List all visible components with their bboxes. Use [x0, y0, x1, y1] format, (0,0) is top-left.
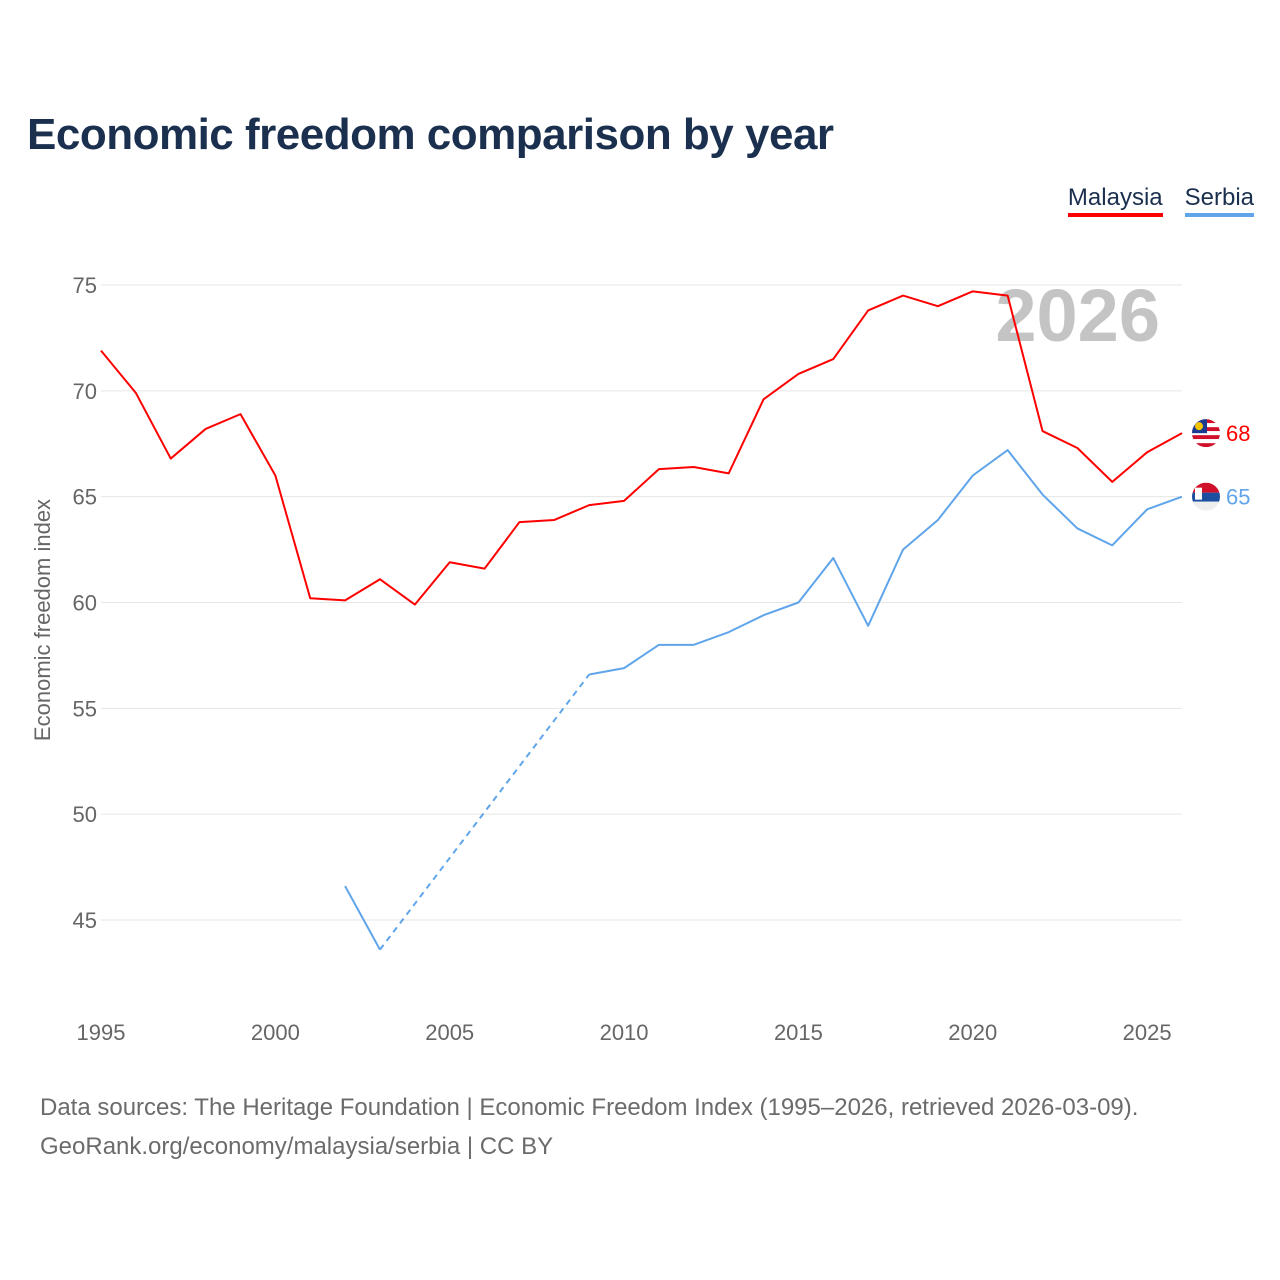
serbia-flag-icon: [1192, 482, 1220, 511]
y-axis-label: Economic freedom index: [30, 499, 55, 741]
end-label-serbia: 65: [1226, 485, 1250, 510]
y-tick-label: 70: [73, 379, 97, 404]
x-tick-label: 2015: [774, 1020, 823, 1045]
x-tick-label: 2010: [600, 1020, 649, 1045]
y-tick-label: 75: [73, 273, 97, 298]
legend-malaysia[interactable]: Malaysia: [1067, 184, 1163, 217]
y-tick-label: 60: [73, 591, 97, 616]
x-tick-label: 2005: [425, 1020, 474, 1045]
x-tick-label: 2020: [948, 1020, 997, 1045]
malaysia-flag-icon: [1192, 419, 1220, 448]
legend-serbia[interactable]: Serbia: [1184, 184, 1254, 217]
footer: Data sources: The Heritage Foundation | …: [40, 1088, 1138, 1166]
x-tick-label: 1995: [77, 1020, 126, 1045]
series-line-malaysia: [100, 290, 1183, 606]
year-watermark: 2026: [995, 274, 1160, 357]
y-tick-label: 50: [73, 802, 97, 827]
source-link[interactable]: GeoRank.org/economy/malaysia/serbia | CC…: [40, 1133, 554, 1160]
chart-title: Economic freedom comparison by year: [27, 110, 834, 159]
y-tick-label: 55: [73, 696, 97, 721]
series-line-serbia: [344, 885, 381, 951]
y-tick-label: 65: [73, 485, 97, 510]
data-source: Data sources: The Heritage Foundation | …: [40, 1094, 1139, 1121]
end-label-malaysia: 68: [1226, 421, 1250, 446]
x-tick-label: 2025: [1123, 1020, 1172, 1045]
x-tick-label: 2000: [251, 1020, 300, 1045]
y-tick-label: 45: [73, 908, 97, 933]
series-line-serbia: [589, 449, 1183, 676]
legend: Malaysia Serbia: [1067, 184, 1254, 217]
series-gap-serbia: [379, 673, 590, 951]
